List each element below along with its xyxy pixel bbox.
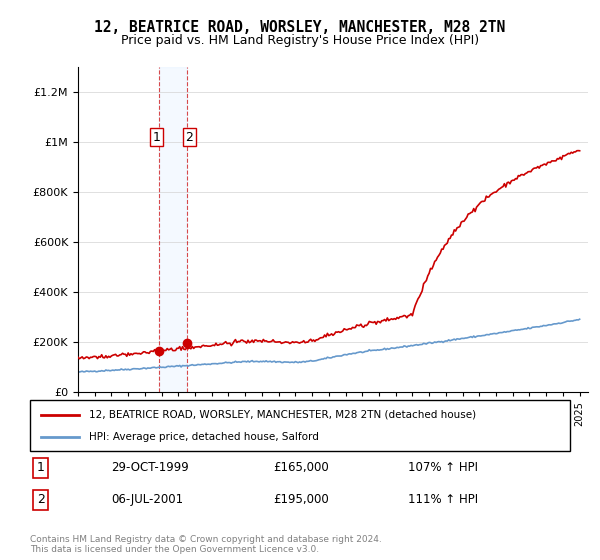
Text: £165,000: £165,000 xyxy=(273,461,329,474)
Text: 12, BEATRICE ROAD, WORSLEY, MANCHESTER, M28 2TN: 12, BEATRICE ROAD, WORSLEY, MANCHESTER, … xyxy=(94,20,506,35)
Text: HPI: Average price, detached house, Salford: HPI: Average price, detached house, Salf… xyxy=(89,432,319,442)
Text: Price paid vs. HM Land Registry's House Price Index (HPI): Price paid vs. HM Land Registry's House … xyxy=(121,34,479,46)
Text: 29-OCT-1999: 29-OCT-1999 xyxy=(111,461,189,474)
Text: 1: 1 xyxy=(37,461,45,474)
Text: 12, BEATRICE ROAD, WORSLEY, MANCHESTER, M28 2TN (detached house): 12, BEATRICE ROAD, WORSLEY, MANCHESTER, … xyxy=(89,409,476,419)
Text: £195,000: £195,000 xyxy=(273,493,329,506)
FancyBboxPatch shape xyxy=(30,400,570,451)
Text: 111% ↑ HPI: 111% ↑ HPI xyxy=(408,493,478,506)
Text: 2: 2 xyxy=(37,493,45,506)
Text: 2: 2 xyxy=(185,130,193,144)
Text: 107% ↑ HPI: 107% ↑ HPI xyxy=(408,461,478,474)
Text: Contains HM Land Registry data © Crown copyright and database right 2024.
This d: Contains HM Land Registry data © Crown c… xyxy=(30,535,382,554)
Text: 06-JUL-2001: 06-JUL-2001 xyxy=(111,493,183,506)
Bar xyxy=(159,67,187,392)
Text: 1: 1 xyxy=(152,130,160,144)
